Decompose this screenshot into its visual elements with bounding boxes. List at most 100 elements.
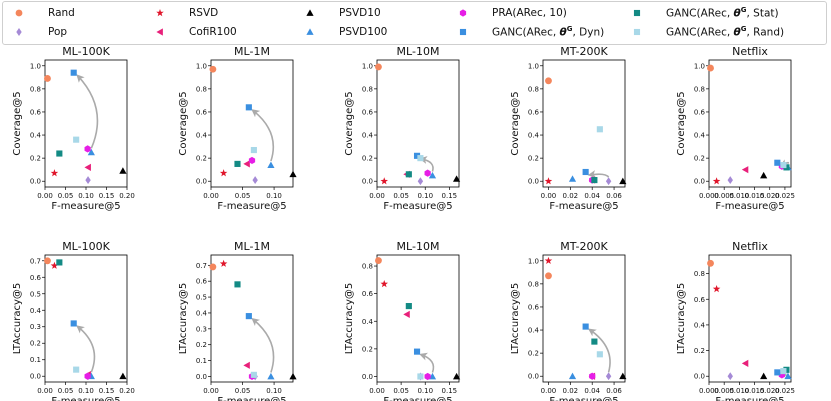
legend-item-pra: PRA(ARec, 10) — [456, 5, 567, 21]
y-tick-label: 0.5 — [196, 294, 207, 302]
plot-title: Netflix — [732, 240, 768, 253]
point-ganc-rand — [780, 162, 787, 169]
point-rsvd — [219, 169, 228, 177]
legend-label: CofiR100 — [189, 26, 237, 38]
point-pop — [605, 177, 612, 186]
x-axis-label: F-measure@5 — [383, 201, 452, 212]
plot-title: Netflix — [732, 45, 768, 58]
point-psvd10 — [760, 171, 768, 179]
x-tick-label: 0.005 — [714, 387, 734, 395]
x-tick-label: 0.20 — [119, 387, 135, 395]
point-ganc-stat — [405, 303, 412, 310]
point-psvd100 — [267, 372, 275, 380]
point-ganc-stat — [56, 150, 63, 157]
y-tick-label: 0.6 — [30, 274, 42, 282]
point-psvd10 — [619, 177, 627, 185]
subplot-ml-100k-coverage: ML-100K 0.00 0.05 0.10 0.15 0.20 0.0 0.2 0.4 0.6 0… — [12, 45, 135, 212]
y-tick-label: 0.6 — [362, 290, 374, 298]
legend-item-rand: Rand — [12, 5, 75, 21]
trend-arrow — [419, 352, 435, 373]
plot-title: ML-1M — [234, 240, 270, 253]
y-tick-label: 0.0 — [694, 373, 705, 381]
y-tick-label: 0.2 — [694, 155, 705, 163]
plot-frame — [708, 59, 792, 188]
x-tick-label: 0.10 — [78, 192, 94, 200]
x-tick-label: 0.05 — [393, 192, 409, 200]
point-ganc-dyn — [774, 159, 781, 166]
x-tick-label: 0.00 — [37, 192, 53, 200]
point-ganc-dyn — [70, 69, 77, 76]
y-tick-label: 0.2 — [694, 347, 705, 355]
y-tick-label: 0.8 — [528, 280, 539, 288]
x-tick-label: 0.05 — [235, 387, 251, 395]
y-tick-label: 0.4 — [362, 132, 374, 140]
legend-marker-triangle-left — [156, 28, 163, 36]
point-psvd100 — [568, 175, 577, 182]
point-psvd100 — [568, 372, 577, 380]
x-tick-label: 0.02 — [563, 192, 579, 200]
plot-frame — [376, 59, 460, 188]
y-tick-label: 0.6 — [694, 296, 706, 304]
y-tick-label: 0.7 — [30, 257, 41, 265]
y-axis-label: LTAccuracy@5 — [676, 283, 687, 355]
subplot-ml-10m-coverage: ML-10M 0.00 0.05 0.10 0.15 0.0 0.2 0.4 0.6 0.8 1.0… — [344, 45, 461, 212]
plot-frame — [542, 254, 626, 383]
plot-title: ML-1M — [234, 45, 270, 58]
point-rsvd — [380, 177, 389, 185]
subplot-mt-200k-ltaccuracy: MT-200K 0.00 0.02 0.04 0.06 0.0 0.2 0.4 0.6 0.8 1.… — [510, 240, 627, 401]
point-ganc-dyn — [774, 369, 781, 376]
x-tick-label: 0.10 — [417, 387, 433, 395]
legend-marker — [306, 28, 314, 35]
point-cofir100 — [741, 166, 749, 174]
y-tick-label: 0.4 — [694, 132, 706, 140]
y-axis-label: LTAccuracy@5 — [12, 283, 23, 355]
y-axis-label: Coverage@5 — [178, 91, 189, 155]
legend-item-ganc-dyn: GANC(ARec, θG, Dyn) — [456, 24, 604, 40]
point-ganc-rand — [596, 351, 603, 358]
x-tick-label: 0.020 — [760, 192, 780, 200]
y-tick-label: 0.3 — [196, 325, 207, 333]
y-tick-label: 0.2 — [362, 155, 373, 163]
y-tick-label: 0.8 — [528, 85, 539, 93]
plot-frame — [210, 59, 294, 188]
trend-arrow — [76, 74, 99, 149]
x-tick-label: 0.06 — [606, 387, 622, 395]
point-psvd10 — [289, 170, 297, 178]
point-rand — [707, 64, 714, 72]
point-ganc-dyn — [582, 168, 589, 176]
trend-arrow — [587, 170, 610, 179]
legend-label: PRA(ARec, 10) — [492, 7, 567, 19]
point-ganc-stat — [234, 281, 241, 288]
y-tick-label: 0.7 — [196, 262, 207, 270]
point-rand — [44, 257, 51, 265]
x-axis-label: F-measure@5 — [715, 396, 784, 401]
point-psvd10 — [452, 175, 461, 182]
plot-title: MT-200K — [560, 45, 608, 58]
point-pra — [84, 145, 91, 153]
legend-marker — [633, 28, 641, 36]
plot-frame — [708, 254, 792, 383]
plot-title: ML-100K — [62, 240, 110, 253]
legend-marker-hexagon — [459, 9, 467, 17]
legend-marker — [459, 9, 467, 17]
point-pop — [605, 372, 612, 381]
y-axis-label: Coverage@5 — [12, 91, 23, 155]
x-tick-label: 0.025 — [775, 387, 795, 395]
legend-label: GANC(ARec, θG, Dyn) — [492, 25, 605, 39]
point-pop — [417, 177, 424, 186]
trend-arrow — [587, 328, 611, 373]
subplot-ml-100k-ltaccuracy: ML-100K 0.00 0.05 0.10 0.15 0.20 0.0 0.1 0.2 0.3 0… — [12, 240, 135, 401]
x-tick-label: 0.00 — [541, 192, 557, 200]
point-ganc-rand — [73, 366, 80, 373]
legend-marker-triangle-up — [306, 28, 314, 35]
point-rand — [707, 259, 714, 267]
point-ganc-stat — [591, 177, 598, 184]
legend-item-cofir100: CofiR100 — [153, 24, 237, 40]
x-tick-label: 0.010 — [729, 387, 749, 395]
plot-frame — [376, 254, 460, 383]
x-tick-label: 0.10 — [266, 387, 282, 395]
point-rsvd — [712, 177, 721, 185]
y-tick-label: 0.2 — [528, 155, 539, 163]
y-tick-label: 0.6 — [196, 278, 208, 286]
